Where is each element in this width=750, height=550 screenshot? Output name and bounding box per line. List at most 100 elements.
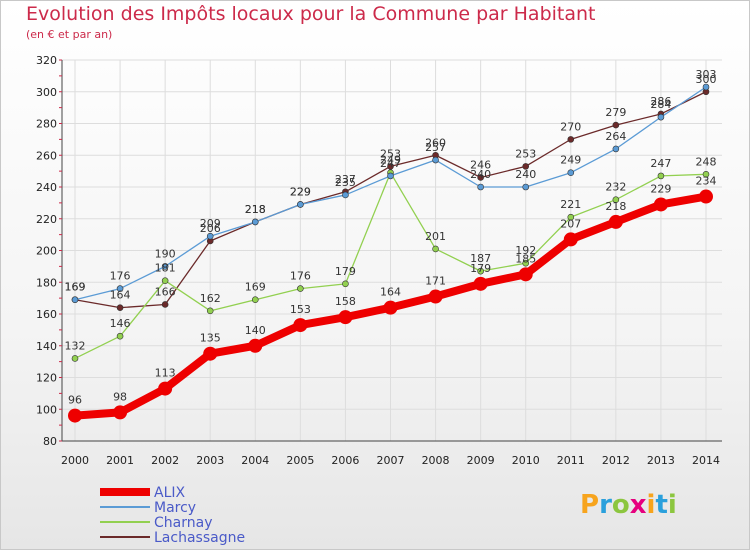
data-label-lachassagne: 206 (200, 222, 221, 235)
data-label-marcy: 176 (110, 270, 131, 283)
data-label-charnay: 176 (290, 270, 311, 283)
chart-title: Evolution des Impôts locaux pour la Comm… (26, 3, 596, 25)
data-label-charnay: 146 (110, 317, 131, 330)
data-label-lachassagne: 253 (380, 147, 401, 160)
y-tick-label: 100 (36, 403, 57, 416)
x-tick-label: 2003 (196, 454, 224, 467)
data-point-marcy (251, 218, 259, 226)
data-point-lachassagne (116, 304, 124, 311)
data-label-lachassagne: 218 (245, 203, 266, 216)
data-point-marcy (522, 183, 530, 191)
data-label-lachassagne: 237 (335, 173, 356, 186)
data-point-charnay (71, 355, 79, 362)
data-label-charnay: 247 (650, 157, 671, 170)
data-label-lachassagne: 246 (470, 158, 491, 171)
data-label-marcy: 229 (290, 185, 311, 198)
data-label-alix: 153 (290, 303, 311, 316)
data-label-charnay: 201 (425, 230, 446, 243)
y-tick-label: 200 (36, 245, 57, 258)
data-label-marcy: 257 (425, 141, 446, 154)
series-layer (68, 83, 713, 423)
data-label-marcy: 249 (560, 154, 581, 167)
y-tick-label: 140 (36, 340, 57, 353)
data-label-charnay: 232 (605, 181, 626, 194)
data-label-charnay: 249 (380, 154, 401, 167)
data-point-charnay (432, 245, 439, 253)
data-label-alix: 164 (380, 286, 401, 299)
data-label-lachassagne: 286 (650, 95, 671, 108)
data-point-marcy (116, 285, 124, 292)
data-label-marcy: 303 (696, 68, 717, 81)
data-label-charnay: 248 (696, 155, 717, 168)
data-label-charnay: 132 (65, 339, 86, 352)
data-point-alix (203, 346, 218, 361)
data-label-marcy: 169 (65, 281, 86, 294)
data-label-marcy: 240 (470, 168, 491, 181)
data-point-charnay (657, 172, 665, 180)
data-label-alix: 229 (650, 182, 671, 195)
data-point-charnay (251, 296, 259, 304)
data-label-marcy: 190 (155, 247, 176, 260)
data-point-alix (293, 318, 308, 333)
data-point-marcy (702, 83, 710, 91)
data-label-lachassagne: 260 (425, 136, 446, 149)
y-tick-label: 260 (36, 149, 57, 162)
proxiti-logo: Proxiti (580, 490, 677, 520)
y-tick-label: 240 (36, 181, 57, 194)
data-point-charnay (206, 307, 214, 315)
data-point-charnay (612, 196, 620, 203)
data-label-alix: 171 (425, 275, 446, 288)
data-label-charnay: 187 (470, 252, 491, 265)
legend-label-charnay: Charnay (154, 515, 212, 531)
data-point-lachassagne (477, 174, 484, 181)
legend-label-marcy: Marcy (154, 500, 196, 516)
data-point-lachassagne (612, 121, 620, 129)
data-point-charnay (702, 171, 710, 178)
data-point-charnay (161, 277, 169, 284)
x-tick-label: 2006 (331, 454, 359, 467)
data-point-alix (113, 405, 128, 420)
data-point-marcy (567, 169, 575, 177)
data-point-marcy (657, 113, 665, 121)
data-point-alix (699, 189, 713, 204)
data-point-marcy (206, 232, 214, 240)
y-tick-label: 160 (36, 308, 57, 321)
x-tick-label: 2002 (151, 454, 179, 467)
x-tick-label: 2004 (241, 454, 269, 467)
data-point-charnay (116, 332, 124, 340)
data-label-marcy: 218 (245, 203, 266, 216)
data-label-alix: 96 (68, 394, 82, 407)
y-tick-label: 120 (36, 372, 57, 385)
data-point-alix (383, 300, 398, 315)
data-point-lachassagne (567, 136, 575, 143)
data-label-lachassagne: 164 (110, 289, 131, 302)
data-label-charnay: 169 (245, 281, 266, 294)
y-tick-label: 80 (43, 435, 57, 448)
data-point-alix (158, 381, 173, 396)
data-labels: 169 164 166 206 218 229 237 253 260 246 253 270 279 2… (65, 68, 717, 407)
data-point-alix (68, 408, 82, 423)
data-label-alix: 207 (560, 217, 581, 230)
x-tick-label: 2008 (422, 454, 450, 467)
data-point-marcy (432, 156, 439, 164)
data-label-charnay: 181 (155, 262, 176, 275)
data-point-marcy (612, 145, 620, 153)
data-label-alix: 98 (113, 390, 127, 403)
data-point-alix (428, 289, 443, 304)
data-label-alix: 234 (696, 175, 717, 188)
data-label-alix: 179 (470, 262, 491, 275)
data-point-marcy (71, 296, 79, 304)
data-label-lachassagne: 300 (696, 73, 717, 86)
x-tick-label: 2009 (467, 454, 495, 467)
data-label-marcy: 209 (200, 217, 221, 230)
data-label-marcy: 235 (335, 176, 356, 189)
data-point-alix (563, 232, 578, 247)
y-tick-label: 180 (36, 276, 57, 289)
data-point-alix (338, 310, 353, 325)
data-label-lachassagne: 166 (155, 285, 176, 298)
chart-subtitle: (en € et par an) (26, 28, 113, 41)
x-tick-label: 2013 (647, 454, 675, 467)
x-tick-label: 2011 (557, 454, 585, 467)
data-point-alix (473, 276, 488, 291)
